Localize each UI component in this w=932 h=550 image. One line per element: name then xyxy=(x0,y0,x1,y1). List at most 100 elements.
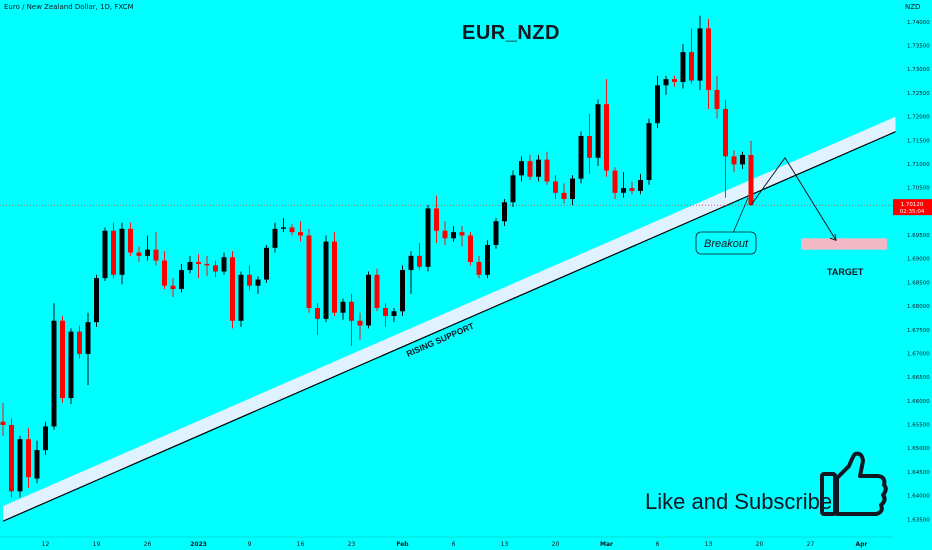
candle-body[interactable] xyxy=(128,228,133,253)
candle-body[interactable] xyxy=(706,28,711,91)
candle-body[interactable] xyxy=(451,232,456,239)
candle-body[interactable] xyxy=(51,320,57,427)
candle-body[interactable] xyxy=(349,301,354,321)
candle-body[interactable] xyxy=(136,252,142,256)
candle-body[interactable] xyxy=(43,426,48,451)
candle-body[interactable] xyxy=(391,311,397,317)
candle-body[interactable] xyxy=(655,85,660,124)
x-tick-label: 20 xyxy=(552,541,560,548)
candle-body[interactable] xyxy=(714,90,720,109)
candle-body[interactable] xyxy=(459,232,465,236)
candle-body[interactable] xyxy=(230,257,235,321)
candle-body[interactable] xyxy=(68,331,74,398)
candle-body[interactable] xyxy=(442,230,448,239)
candle-body[interactable] xyxy=(621,188,626,193)
candle-body[interactable] xyxy=(221,257,227,272)
candle-body[interactable] xyxy=(26,439,31,478)
candle-body[interactable] xyxy=(740,154,745,165)
candle-body[interactable] xyxy=(281,227,286,229)
candle-body[interactable] xyxy=(0,421,6,425)
candle-body[interactable] xyxy=(502,202,507,222)
candle-body[interactable] xyxy=(34,450,40,479)
candle-body[interactable] xyxy=(672,79,677,82)
candle-body[interactable] xyxy=(578,135,584,179)
x-tick-label: 27 xyxy=(807,541,815,548)
candle-body[interactable] xyxy=(340,301,346,313)
candle-body[interactable] xyxy=(468,235,473,262)
candle-body[interactable] xyxy=(544,159,550,182)
candle-body[interactable] xyxy=(434,208,439,231)
candle-body[interactable] xyxy=(162,260,167,286)
candle-body[interactable] xyxy=(247,274,252,286)
candle-body[interactable] xyxy=(332,241,337,313)
candle-body[interactable] xyxy=(697,28,703,81)
x-tick-label: 6 xyxy=(452,541,456,548)
candle-body[interactable] xyxy=(238,274,244,321)
candle-body[interactable] xyxy=(553,181,558,193)
candle-body[interactable] xyxy=(663,79,669,86)
price-axis-panel[interactable] xyxy=(893,0,932,550)
candle-body[interactable] xyxy=(604,104,609,171)
candle-body[interactable] xyxy=(77,331,82,354)
candle-body[interactable] xyxy=(289,227,295,233)
bar-countdown: 02:35:04 xyxy=(900,209,925,215)
candle-body[interactable] xyxy=(646,123,652,181)
candle-body[interactable] xyxy=(264,247,269,280)
candle-body[interactable] xyxy=(315,307,320,319)
candle-body[interactable] xyxy=(612,170,618,193)
y-tick-label: 1.72500 xyxy=(907,91,930,97)
candle-body[interactable] xyxy=(723,108,728,157)
candle-body[interactable] xyxy=(85,322,91,354)
candle-body[interactable] xyxy=(519,161,524,176)
candle-body[interactable] xyxy=(102,230,108,279)
candle-body[interactable] xyxy=(408,255,414,271)
candle-body[interactable] xyxy=(417,255,422,267)
candle-body[interactable] xyxy=(748,154,754,206)
candle-body[interactable] xyxy=(111,230,116,275)
candle-body[interactable] xyxy=(476,261,482,275)
candle-body[interactable] xyxy=(187,261,193,271)
candle-body[interactable] xyxy=(374,274,380,308)
x-tick-label: 13 xyxy=(501,541,509,548)
candle-body[interactable] xyxy=(561,192,567,199)
candle-body[interactable] xyxy=(196,261,201,264)
x-tick-label: 6 xyxy=(656,541,660,548)
candle-body[interactable] xyxy=(731,156,737,165)
candle-body[interactable] xyxy=(9,424,14,492)
candle-body[interactable] xyxy=(255,279,261,286)
candle-body[interactable] xyxy=(493,221,499,245)
candle-body[interactable] xyxy=(680,52,686,82)
candle-body[interactable] xyxy=(213,265,218,272)
candle-body[interactable] xyxy=(272,228,278,248)
candle-body[interactable] xyxy=(204,263,210,266)
candle-body[interactable] xyxy=(485,244,490,275)
candle-body[interactable] xyxy=(689,52,694,81)
candle-body[interactable] xyxy=(17,439,23,492)
candle-body[interactable] xyxy=(119,228,125,275)
candle-body[interactable] xyxy=(179,270,184,290)
y-tick-label: 1.64500 xyxy=(907,470,930,476)
candle-body[interactable] xyxy=(170,285,176,290)
candle-body[interactable] xyxy=(629,188,635,191)
candle-body[interactable] xyxy=(425,208,431,267)
candle-body[interactable] xyxy=(323,241,329,319)
candle-body[interactable] xyxy=(306,235,312,308)
candle-body[interactable] xyxy=(94,278,99,323)
candle-body[interactable] xyxy=(60,320,65,398)
candle-body[interactable] xyxy=(638,180,643,191)
candle-body[interactable] xyxy=(510,175,516,203)
candle-body[interactable] xyxy=(595,104,601,158)
candle-body[interactable] xyxy=(298,232,303,236)
candle-body[interactable] xyxy=(536,159,541,177)
candle-body[interactable] xyxy=(366,274,371,326)
candle-body[interactable] xyxy=(527,161,533,177)
candle-body[interactable] xyxy=(153,249,159,261)
candle-body[interactable] xyxy=(400,270,405,312)
candle-body[interactable] xyxy=(587,135,592,158)
candle-body[interactable] xyxy=(383,307,388,317)
last-price-badge xyxy=(893,199,932,216)
candle-body[interactable] xyxy=(357,320,363,326)
candle-body[interactable] xyxy=(570,178,575,199)
candle-body[interactable] xyxy=(145,249,150,256)
